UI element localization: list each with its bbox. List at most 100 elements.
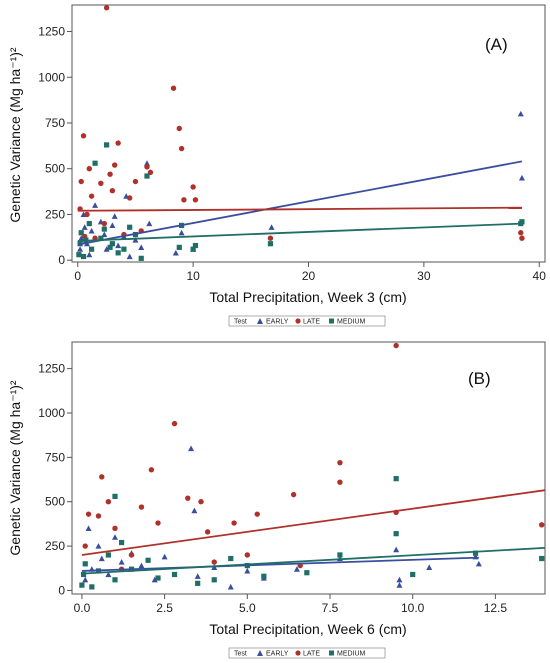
trend-line-early xyxy=(81,556,479,572)
x-tick-label: 5.0 xyxy=(239,601,256,615)
trend-lines xyxy=(81,489,546,575)
data-point-early xyxy=(77,246,84,252)
data-point-medium xyxy=(472,550,479,556)
legend-label-early: EARLY xyxy=(266,651,289,658)
data-point-medium xyxy=(92,160,98,166)
data-point-early xyxy=(143,160,150,166)
y-tick-label: 1250 xyxy=(38,25,65,39)
data-point-late xyxy=(98,180,104,187)
data-point-early xyxy=(293,566,300,572)
y-tick-label: 500 xyxy=(45,495,65,509)
data-point-early xyxy=(85,525,92,531)
plot-frame xyxy=(71,4,546,263)
data-point-medium xyxy=(80,253,87,260)
y-tick-label: 1000 xyxy=(38,70,65,84)
data-point-medium xyxy=(228,555,234,562)
data-point-late xyxy=(204,529,211,535)
data-point-late xyxy=(105,499,112,505)
data-point-medium xyxy=(190,246,196,252)
data-point-medium xyxy=(304,570,310,576)
data-point-early xyxy=(426,564,433,570)
data-point-late xyxy=(85,511,92,517)
data-point-medium xyxy=(145,557,151,563)
data-point-late xyxy=(101,220,108,227)
data-point-late xyxy=(519,235,525,241)
data-point-medium xyxy=(104,142,110,148)
data-point-late xyxy=(99,474,105,480)
y-tick-label: 750 xyxy=(45,116,65,130)
data-point-early xyxy=(194,573,201,579)
data-point-early xyxy=(95,543,102,549)
data-point-late xyxy=(111,162,118,168)
data-point-medium xyxy=(107,244,113,250)
data-point-late xyxy=(181,197,187,203)
data-point-medium xyxy=(112,577,118,583)
data-point-medium xyxy=(539,555,545,562)
data-point-late xyxy=(185,495,191,501)
data-point-medium xyxy=(86,220,92,227)
data-point-medium xyxy=(76,252,82,258)
data-point-medium xyxy=(105,552,111,558)
legend-label-late: LATE xyxy=(303,651,320,658)
data-point-late xyxy=(126,195,133,201)
data-point-medium xyxy=(127,224,133,230)
data-point-late xyxy=(192,197,199,203)
x-tick-label: 0 xyxy=(74,269,81,283)
y-tick-label: 750 xyxy=(45,450,65,464)
panel-label: (B) xyxy=(468,369,491,388)
data-point-early xyxy=(78,235,85,241)
data-point-late xyxy=(337,459,343,466)
data-point-late xyxy=(88,193,95,199)
x-axis-ticks: 0 10 20 30 40 xyxy=(74,262,546,283)
data-points xyxy=(79,342,545,590)
legend-frame xyxy=(228,647,386,659)
data-point-medium xyxy=(144,173,150,179)
legend-label-medium: MEDIUM xyxy=(337,319,366,326)
data-point-medium xyxy=(121,246,127,252)
data-point-late xyxy=(107,171,113,177)
data-point-late xyxy=(211,559,217,565)
data-point-early xyxy=(138,244,145,250)
x-tick-label: 0.0 xyxy=(74,601,91,615)
y-tick-label: 250 xyxy=(45,539,65,553)
data-point-early xyxy=(146,220,153,227)
data-point-early xyxy=(172,249,179,256)
data-point-early xyxy=(112,534,118,540)
data-point-late xyxy=(95,513,102,519)
data-point-early xyxy=(105,571,112,578)
data-point-late xyxy=(148,467,155,473)
x-tick-label: 10 xyxy=(186,269,200,283)
data-point-early xyxy=(126,253,133,260)
data-point-early xyxy=(118,559,125,565)
data-point-early xyxy=(109,222,116,229)
data-point-medium xyxy=(267,241,274,247)
data-point-early xyxy=(178,229,185,236)
data-point-medium xyxy=(337,552,343,558)
trend-line-medium xyxy=(81,546,546,575)
legend-title: Test xyxy=(234,319,247,326)
data-point-early xyxy=(475,560,482,567)
y-tick-label: 500 xyxy=(45,162,65,176)
data-point-late xyxy=(155,520,161,526)
legend-marker-early xyxy=(257,650,263,656)
data-point-early xyxy=(132,237,139,243)
data-point-late xyxy=(80,133,87,139)
y-tick-label: 0 xyxy=(58,583,65,597)
x-axis-title: Total Precipitation, Week 3 (cm) xyxy=(209,289,406,305)
data-point-late xyxy=(231,520,237,526)
data-point-late xyxy=(115,140,121,146)
data-point-medium xyxy=(171,571,178,578)
y-axis-title: Genetic Variance (Mg ha⁻¹)² xyxy=(7,47,23,223)
data-point-late xyxy=(128,552,135,558)
legend-marker-early xyxy=(257,318,263,324)
trend-line-early xyxy=(77,160,523,246)
x-tick-label: 7.5 xyxy=(322,601,339,615)
data-point-late xyxy=(254,511,260,517)
data-point-medium xyxy=(393,476,399,482)
data-point-late xyxy=(190,184,196,190)
y-axis-ticks: 0 250 500 750 1000 1250 xyxy=(38,362,72,597)
data-point-medium xyxy=(195,580,201,586)
data-point-medium xyxy=(79,582,85,588)
legend-frame xyxy=(228,315,386,327)
trend-line-late xyxy=(81,489,546,556)
